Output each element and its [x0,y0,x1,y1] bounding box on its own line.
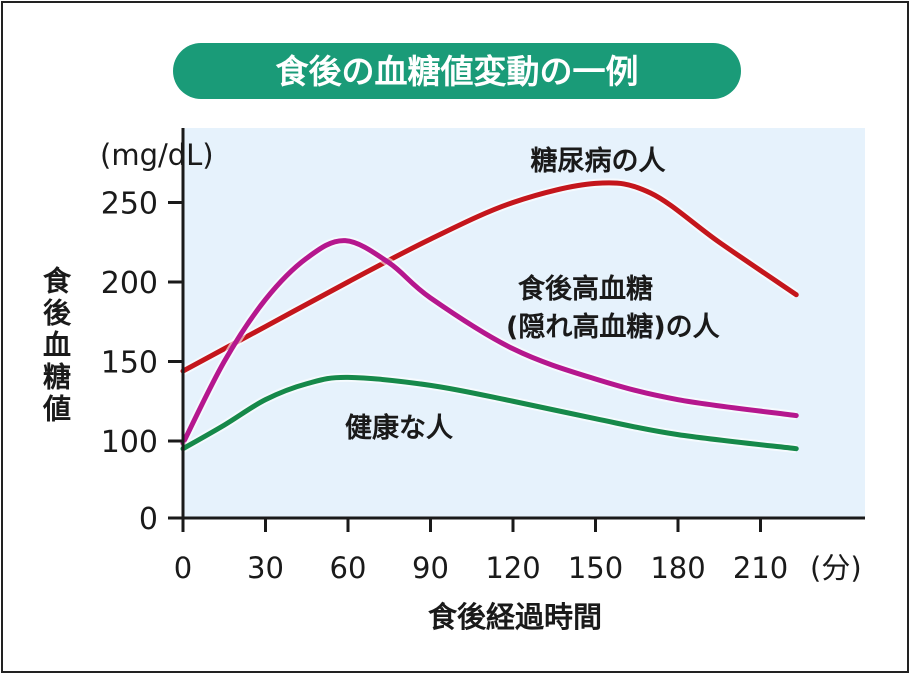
x-tick-label: 180 [650,551,705,585]
y-unit: (mg/dL) [100,138,214,172]
y-axis-label: 食後血糖値 [39,266,72,426]
y-tick-label: 150 [101,346,158,381]
x-tick-label: 150 [568,551,623,585]
x-axis-label: 食後経過時間 [428,600,602,634]
series-line-1 [180,238,799,446]
plot-area [183,128,865,518]
series-line-2 [180,374,799,452]
y-tick-label: 200 [101,266,158,301]
x-tick-label: 120 [485,551,540,585]
series-label-hidden-2: (隠れ高血糖)の人 [506,311,720,343]
series-line-0 [180,180,799,374]
x-tick-label: 0 [174,551,192,585]
y-tick-label: 100 [101,425,158,460]
x-unit: (分) [810,551,862,585]
x-tick-label: 90 [412,551,449,585]
series-label-hidden-1: 食後高血糖 [518,273,653,305]
chart-title: 食後の血糖値変動の一例 [276,52,639,91]
series-label-healthy: 健康な人 [345,412,453,444]
y-tick-label: 0 [139,502,158,537]
x-tick-label: 60 [330,551,367,585]
y-tick-label: 250 [101,187,158,222]
x-tick-label: 30 [247,551,284,585]
series-label-diabetic: 糖尿病の人 [531,145,666,177]
title-pill [173,43,741,99]
x-tick-label: 210 [733,551,788,585]
